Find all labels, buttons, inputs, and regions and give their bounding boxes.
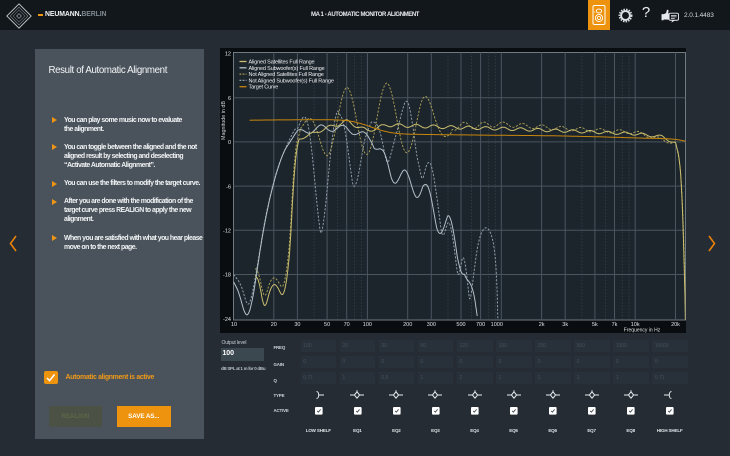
svg-text:50: 50 — [324, 321, 330, 327]
svg-text:100: 100 — [363, 321, 372, 327]
svg-text:2k: 2k — [539, 321, 545, 327]
svg-text:Frequency in Hz: Frequency in Hz — [624, 327, 661, 333]
svg-text:200: 200 — [403, 321, 412, 327]
svg-text:Not Aligned Subwoofer(s) Full: Not Aligned Subwoofer(s) Full Range — [249, 78, 334, 84]
svg-text:12: 12 — [225, 51, 231, 57]
svg-text:5k: 5k — [592, 321, 598, 327]
svg-text:1000: 1000 — [491, 321, 503, 327]
svg-text:Target Curve: Target Curve — [249, 84, 279, 90]
svg-text:-12: -12 — [223, 228, 231, 234]
svg-text:20k: 20k — [671, 321, 680, 327]
svg-text:6: 6 — [228, 95, 231, 101]
svg-text:0: 0 — [228, 140, 231, 146]
svg-text:70: 70 — [344, 321, 350, 327]
svg-text:-24: -24 — [223, 316, 231, 322]
svg-text:Not Aligned Satellites Full Ra: Not Aligned Satellites Full Range — [249, 72, 324, 78]
svg-text:300: 300 — [427, 321, 436, 327]
svg-text:-6: -6 — [226, 184, 231, 190]
svg-text:10: 10 — [231, 321, 237, 327]
svg-text:Aligned Satellites Full Range: Aligned Satellites Full Range — [249, 59, 315, 65]
svg-text:10k: 10k — [631, 321, 640, 327]
svg-text:20: 20 — [271, 321, 277, 327]
svg-text:500: 500 — [456, 321, 465, 327]
svg-text:-18: -18 — [223, 272, 231, 278]
svg-text:7k: 7k — [612, 321, 618, 327]
svg-text:Magnitude in dB: Magnitude in dB — [221, 100, 227, 139]
svg-text:700: 700 — [476, 321, 485, 327]
svg-text:3k: 3k — [562, 321, 568, 327]
svg-text:Aligned Subwoofer(s) Full Rang: Aligned Subwoofer(s) Full Range — [249, 65, 325, 71]
svg-text:30: 30 — [294, 321, 300, 327]
